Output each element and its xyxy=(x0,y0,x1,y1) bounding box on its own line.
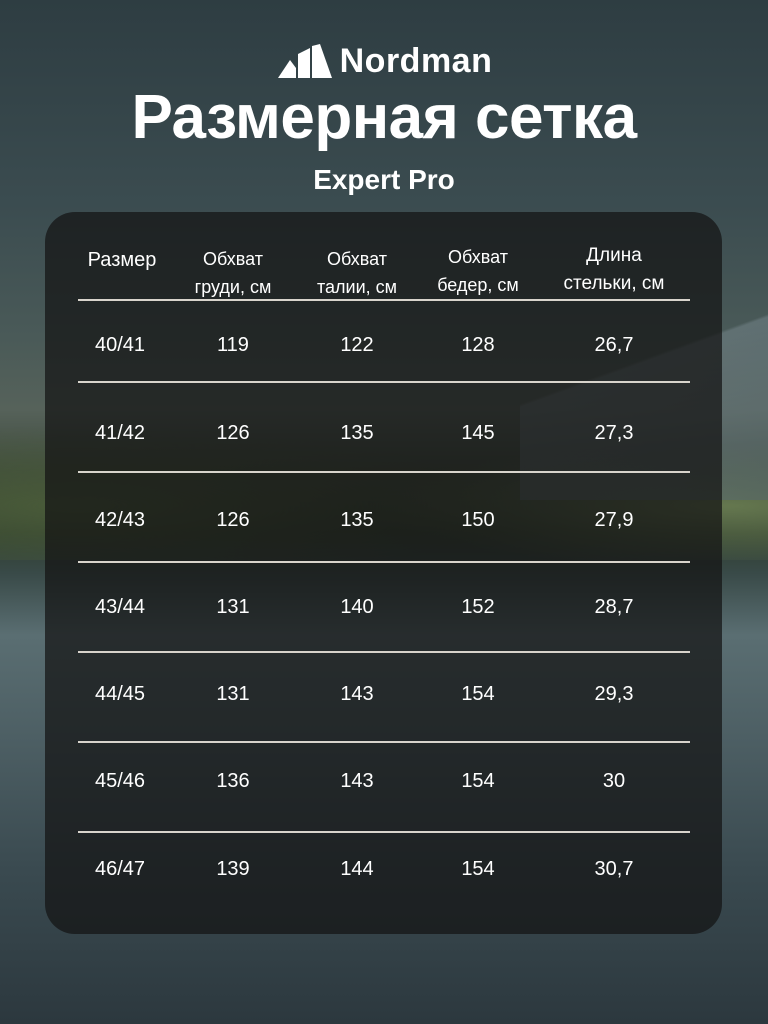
table-cell: 135 xyxy=(340,509,374,531)
size-table: Размер Обхват груди, см Обхват талии, см… xyxy=(45,212,722,934)
table-cell: 143 xyxy=(340,770,374,792)
header-size-label: Размер xyxy=(87,249,157,271)
header-line: Обхват xyxy=(203,249,263,269)
row-divider xyxy=(78,741,690,743)
table-cell: 122 xyxy=(340,334,374,356)
table-cell: 126 xyxy=(216,422,250,444)
header-size: Размер xyxy=(75,246,169,274)
table-cell: 154 xyxy=(461,858,495,880)
table-cell: 45/46 xyxy=(94,770,146,792)
table-cell: 128 xyxy=(461,334,495,356)
nordman-mountain-icon xyxy=(277,43,332,78)
header-line: талии, см xyxy=(316,277,398,297)
header-chest: Обхват груди, см xyxy=(173,245,293,301)
table-cell: 119 xyxy=(217,334,249,356)
brand-logo: Nordman xyxy=(0,42,768,81)
header-line: стельки, см xyxy=(563,273,665,294)
page-title: Размерная сетка xyxy=(131,83,637,152)
table-cell: 27,3 xyxy=(594,422,634,444)
table-cell: 139 xyxy=(216,858,250,880)
table-cell: 27,9 xyxy=(594,509,634,531)
table-cell: 43/44 xyxy=(94,596,146,618)
brand-name: Nordman xyxy=(339,42,493,80)
table-cell: 30 xyxy=(602,770,626,792)
table-cell: 30,7 xyxy=(594,858,634,880)
table-cell: 40/41 xyxy=(94,334,146,356)
header-line: бедер, см xyxy=(437,275,519,295)
header-hips: Обхват бедер, см xyxy=(417,243,539,299)
table-cell: 28,7 xyxy=(594,596,634,618)
table-cell: 131 xyxy=(216,683,250,705)
table-cell: 154 xyxy=(461,683,495,705)
page-subtitle: Expert Pro xyxy=(313,164,455,195)
row-divider xyxy=(78,651,690,653)
header-line: Обхват xyxy=(448,247,508,267)
header-waist: Обхват талии, см xyxy=(297,245,417,301)
row-divider xyxy=(78,471,690,473)
table-cell: 42/43 xyxy=(94,509,146,531)
table-cell: 150 xyxy=(461,509,495,531)
table-cell: 135 xyxy=(340,422,374,444)
header-line: Длина xyxy=(586,245,642,266)
table-cell: 145 xyxy=(461,422,495,444)
row-divider xyxy=(78,561,690,563)
header-divider xyxy=(78,299,690,301)
table-cell: 41/42 xyxy=(94,422,146,444)
header-insole: Длина стельки, см xyxy=(544,242,684,298)
table-cell: 143 xyxy=(340,683,374,705)
table-cell: 152 xyxy=(461,596,495,618)
table-cell: 154 xyxy=(461,770,495,792)
table-cell: 140 xyxy=(340,596,374,618)
table-cell: 144 xyxy=(340,858,374,880)
table-cell: 136 xyxy=(216,770,250,792)
table-cell: 46/47 xyxy=(94,858,146,880)
table-cell: 29,3 xyxy=(594,683,634,705)
header-line: Обхват xyxy=(327,249,387,269)
row-divider xyxy=(78,381,690,383)
table-cell: 26,7 xyxy=(594,334,634,356)
row-divider xyxy=(78,831,690,833)
header-line: груди, см xyxy=(194,277,272,297)
table-cell: 126 xyxy=(216,509,250,531)
table-cell: 44/45 xyxy=(94,683,146,705)
table-cell: 131 xyxy=(216,596,250,618)
